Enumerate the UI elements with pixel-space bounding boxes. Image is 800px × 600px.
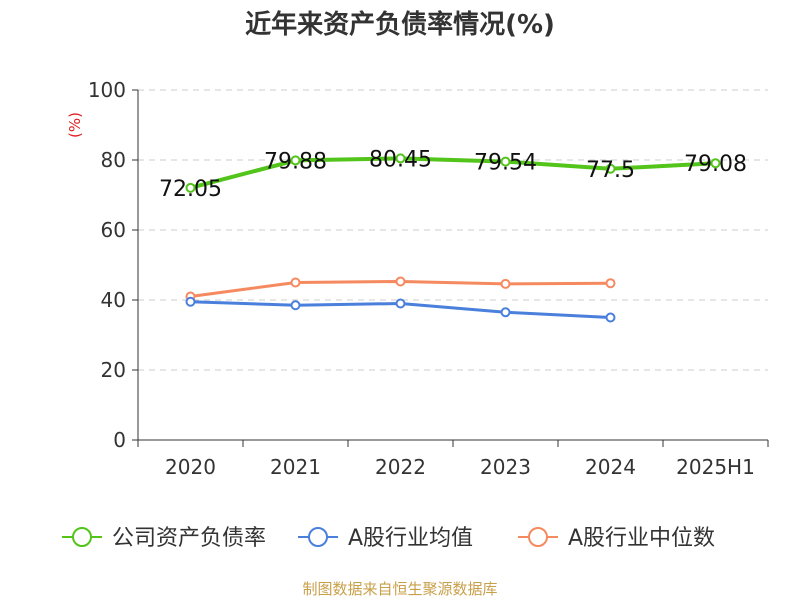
legend-marker-2	[528, 527, 548, 547]
series-0-point	[395, 153, 406, 164]
x-tick-label: 2022	[375, 455, 426, 479]
series-1-point	[185, 296, 196, 307]
x-tick-label: 2025H1	[676, 455, 755, 479]
series-2-point	[290, 277, 301, 288]
series-0-point	[710, 158, 721, 169]
series-2-point	[500, 278, 511, 289]
series-2-point	[605, 278, 616, 289]
series-2-point	[395, 276, 406, 287]
data-label: 79.88	[264, 149, 327, 174]
series-0-point	[605, 163, 616, 174]
series-1-point	[395, 298, 406, 309]
x-tick-label: 2021	[270, 455, 321, 479]
series-0-point	[290, 155, 301, 166]
legend-label: A股行业中位数	[568, 526, 715, 551]
data-label: 77.5	[586, 158, 635, 183]
x-tick-label: 2024	[585, 455, 636, 479]
legend-marker-1	[308, 527, 328, 547]
data-label: 79.54	[474, 151, 537, 176]
y-tick-label: 60	[101, 218, 126, 242]
source-footer: 制图数据来自恒生聚源数据库	[302, 580, 498, 598]
data-label: 79.08	[684, 152, 747, 177]
chart-title: 近年来资产负债率情况(%)	[245, 10, 555, 40]
y-tick-label: 100	[88, 78, 126, 102]
series-0-point	[185, 182, 196, 193]
legend-marker-0	[72, 527, 92, 547]
series-0-point	[500, 156, 511, 167]
data-label: 72.05	[159, 177, 222, 202]
y-tick-label: 40	[101, 288, 126, 312]
x-tick-label: 2020	[165, 455, 216, 479]
series-line-0	[189, 156, 716, 190]
series-1-point	[500, 307, 511, 318]
y-axis-label: (%)	[66, 112, 84, 138]
y-tick-label: 80	[101, 148, 126, 172]
legend-label: A股行业均值	[348, 526, 473, 551]
series-1-point	[290, 300, 301, 311]
y-tick-label: 20	[101, 358, 126, 382]
legend-label: 公司资产负债率	[112, 526, 266, 551]
x-tick-label: 2023	[480, 455, 531, 479]
series-1-point	[605, 312, 616, 323]
y-tick-label: 0	[113, 428, 126, 452]
data-label: 80.45	[369, 147, 432, 172]
